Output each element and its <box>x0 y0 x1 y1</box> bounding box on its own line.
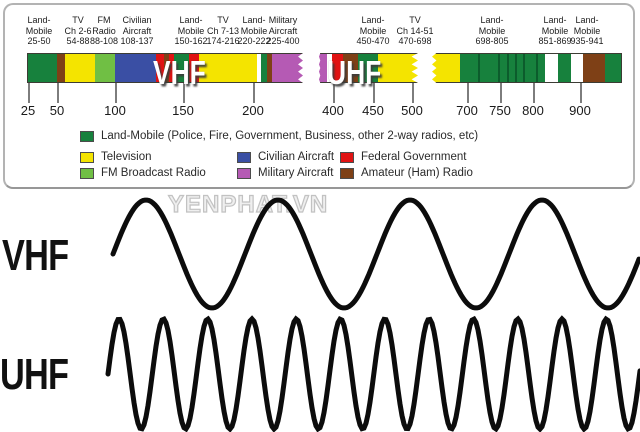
tick-label: 900 <box>569 103 591 118</box>
legend-label: Civilian Aircraft <box>258 151 335 163</box>
bar-segment-green <box>460 53 545 83</box>
bar-segment-dgreen <box>515 53 517 83</box>
bar-segment-red <box>189 53 199 83</box>
legend-swatch-purple <box>237 168 251 179</box>
bar-segment-green <box>358 53 378 83</box>
frequency-bar <box>5 53 640 83</box>
band-label: Land- Mobile 851-869 <box>538 15 572 46</box>
bar-segment-green <box>27 53 57 83</box>
bar-segment-dgreen <box>498 53 500 83</box>
bar-segment-green <box>605 53 622 83</box>
uhf-band-overlay-label: UHF <box>327 54 382 91</box>
bar-segment-yellow <box>378 53 418 83</box>
bar-segment-brown <box>267 53 272 83</box>
bar-segment-brown <box>164 53 169 83</box>
bar-segment-white <box>571 53 583 83</box>
legend-swatch-red <box>340 152 354 163</box>
band-label: Land- Mobile 220-222 <box>237 15 271 46</box>
bar-segment-dgreen <box>507 53 509 83</box>
bar-segment-green <box>174 53 189 83</box>
tick-mark <box>533 83 535 103</box>
tick-mark <box>500 83 502 103</box>
tick-mark <box>467 83 469 103</box>
band-label: Land- Mobile 25-50 <box>25 15 53 46</box>
legend-label: Amateur (Ham) Radio <box>361 167 473 179</box>
bar-segment-brown <box>343 53 358 83</box>
bar-segment-brown <box>57 53 65 83</box>
tick-label: 750 <box>489 103 511 118</box>
bar-segment-red <box>332 53 343 83</box>
band-label: Land- Mobile 698-805 <box>475 15 509 46</box>
tick-mark <box>115 83 117 103</box>
bar-segment-purple <box>319 53 327 83</box>
bar-segment-white <box>545 53 558 83</box>
legend-label: Television <box>101 151 152 163</box>
band-label: Civilian Aircraft 108-137 <box>120 15 154 46</box>
bar-segment-dgreen <box>536 53 538 83</box>
bar-segment-green <box>558 53 571 83</box>
band-label: Land- Mobile 935-941 <box>570 15 604 46</box>
bar-segment-yellow <box>65 53 95 83</box>
tick-label: 800 <box>522 103 544 118</box>
bar-segment-white <box>327 53 332 83</box>
band-label: Land- Mobile 150-162 <box>174 15 208 46</box>
tick-mark <box>57 83 59 103</box>
frequency-spectrum-panel: Land- Mobile 25-50 TV Ch 2-6 54-88 FM Radio 88-1… <box>3 3 635 189</box>
tick-mark <box>28 83 30 103</box>
watermark: YENPHAT.VN <box>167 190 329 218</box>
legend-swatch-ltgreen <box>80 168 94 179</box>
vhf-wave-label: VHF <box>2 231 69 280</box>
band-label: Military Aircraft 225-400 <box>266 15 300 46</box>
tick-label: 450 <box>362 103 384 118</box>
legend-swatch-yellow <box>80 152 94 163</box>
legend-label: Land-Mobile (Police, Fire, Government, B… <box>101 130 479 142</box>
tick-mark <box>373 83 375 103</box>
tick-mark <box>253 83 255 103</box>
tick-mark <box>333 83 335 103</box>
band-label: TV Ch 14-51 470-698 <box>396 15 434 46</box>
tick-mark <box>183 83 185 103</box>
bar-segment-yellow <box>432 53 460 83</box>
bar-segment-dgreen <box>523 53 525 83</box>
legend-label: FM Broadcast Radio <box>101 167 206 179</box>
legend-label: Federal Government <box>361 151 467 163</box>
band-label: Land- Mobile 450-470 <box>356 15 390 46</box>
uhf-wave-label: UHF <box>0 350 69 399</box>
tick-label: 100 <box>104 103 126 118</box>
bar-segment-brown <box>583 53 605 83</box>
tick-label: 200 <box>242 103 264 118</box>
legend-swatch-green <box>80 131 94 142</box>
band-label: TV Ch 2-6 54-88 <box>64 15 92 46</box>
band-label: FM Radio 88-108 <box>89 15 119 46</box>
tick-label: 500 <box>401 103 423 118</box>
tick-label: 400 <box>322 103 344 118</box>
tick-mark <box>580 83 582 103</box>
uhf-wave <box>105 315 640 432</box>
tick-label: 50 <box>49 103 65 118</box>
bar-segment-yellow <box>199 53 257 83</box>
bar-segment-red <box>169 53 174 83</box>
legend-swatch-blue <box>237 152 251 163</box>
bar-segment-white <box>257 53 261 83</box>
bar-segment-purple <box>272 53 303 83</box>
tick-label: 25 <box>20 103 36 118</box>
bar-segment-blue <box>115 53 156 83</box>
tick-label: 150 <box>172 103 194 118</box>
bar-segment-red <box>156 53 164 83</box>
band-label: TV Ch 7-13 174-216 <box>206 15 240 46</box>
tick-mark <box>412 83 414 103</box>
legend-swatch-brown <box>340 168 354 179</box>
bar-segment-ltgreen <box>95 53 115 83</box>
vhf-band-overlay-label: VHF <box>153 54 206 91</box>
bar-segment-dgreen <box>478 53 480 83</box>
legend-label: Military Aircraft <box>258 167 334 179</box>
tick-label: 700 <box>456 103 478 118</box>
bar-segment-green <box>261 53 267 83</box>
